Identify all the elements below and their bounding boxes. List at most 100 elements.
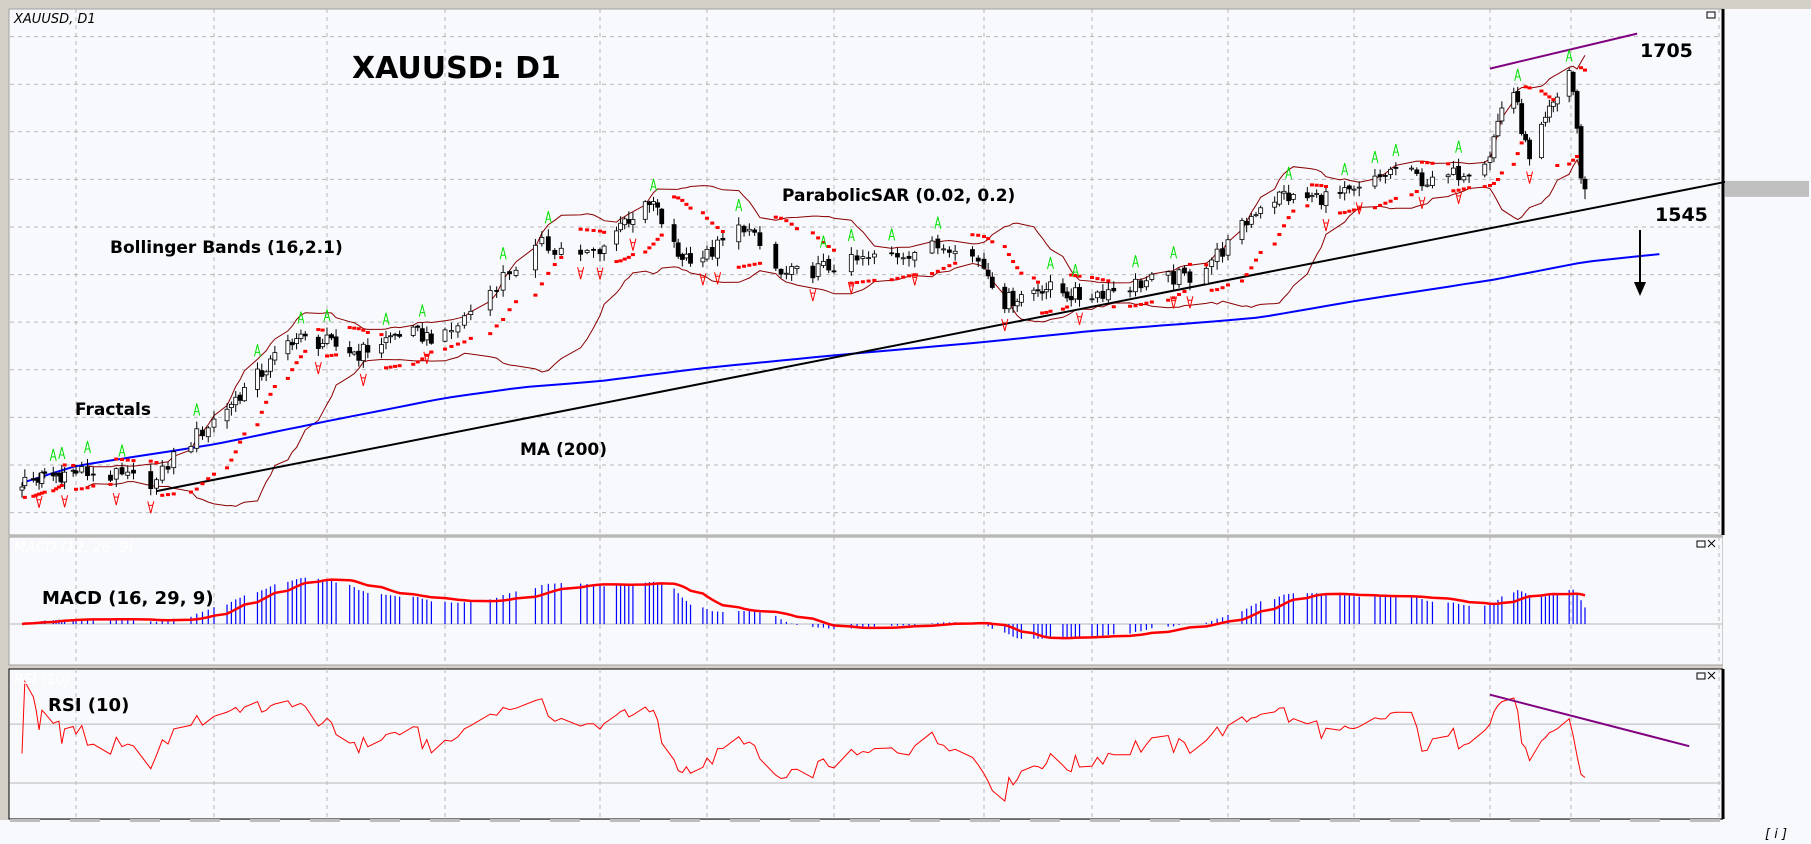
candle [952,245,958,261]
sar-dot [1515,152,1520,156]
fractal-down-arrow [596,267,604,280]
candle [500,265,506,297]
sar-dot [1019,271,1024,275]
sar-dot [1065,305,1070,309]
sar-dot [784,219,789,223]
sar-dot [1482,185,1487,189]
sar-dot [907,274,911,278]
sar-dot [1272,242,1277,246]
sar-dot [325,354,329,358]
candle [1138,278,1144,293]
sar-dot [855,280,860,284]
sar-dot [200,482,205,486]
candle [1039,285,1045,301]
candle-body [442,329,448,342]
candle [545,229,551,254]
macd-close-button[interactable] [1707,539,1716,548]
candle [272,345,278,366]
candle [392,332,398,340]
candle-body [449,330,454,333]
candle [205,425,211,443]
fractal-up-arrow [735,199,743,212]
candle-body [651,201,656,205]
candle [1539,121,1544,160]
sar-dot [1258,250,1263,254]
candle-body [866,257,872,260]
scrollbar-segment [130,819,160,822]
fractal-down-arrow [1322,218,1330,232]
sar-dot [148,459,153,463]
scrollbar-segment [1510,819,1540,822]
fractal-down-arrow [1186,296,1194,309]
candle-body [848,254,854,273]
candle-body [1276,191,1282,205]
sar-dot [1456,188,1461,192]
candle [285,334,291,361]
candle [591,247,596,258]
candle-body [237,394,243,401]
candle [159,460,165,484]
candle-body [119,467,125,475]
candle-body [1309,195,1315,197]
candle [1346,184,1352,194]
candle-body [1511,92,1517,109]
candle [424,326,430,346]
scrollbar-segment [10,819,40,822]
macd-maximize-button[interactable] [1696,540,1706,548]
candle-body [1043,289,1049,293]
rsi-close-button[interactable] [1707,671,1716,680]
sar-dot [303,349,308,353]
candle [871,250,877,265]
sar-dot [54,487,59,491]
fractal-up-arrow [847,229,855,242]
candle-body [298,333,304,339]
candle-body [259,370,265,377]
candle-body [1466,174,1472,177]
candle-body [272,352,278,361]
candle [1309,192,1315,203]
candle [449,322,454,339]
fractal-up-arrow [650,178,657,192]
candle-body [73,470,79,474]
candle-body [1543,116,1548,123]
candle [533,238,538,278]
candle-body [1095,291,1100,299]
candle [584,249,590,255]
sar-dot [1077,274,1082,278]
scrollbar-segment [670,819,700,822]
candle-body [419,328,425,342]
main-maximize-button[interactable] [1706,11,1716,19]
candle-body [704,248,710,260]
candle [552,248,558,260]
candle-body [1304,192,1310,199]
scrollbar-segment [790,819,820,822]
sar-dot [1583,68,1587,72]
bollinger-upper-band [87,55,1586,468]
sar-dot [680,198,685,202]
candle [1546,99,1552,123]
fractal-up-arrow [1170,246,1178,259]
ma-label: MA (200) [520,440,607,460]
fractal-up-arrow [418,304,426,317]
sar-dot [826,245,831,249]
sar-dot [1310,183,1314,187]
sar-dot [320,328,325,332]
candle [1290,192,1296,204]
candle-body [1149,273,1155,280]
info-button[interactable]: [ i ] [1765,827,1787,842]
candle-body [90,473,96,476]
sar-dot [1095,277,1100,281]
candle-body [778,268,784,275]
rsi-maximize-button[interactable] [1696,672,1706,680]
candle [989,272,995,290]
sar-dot [930,272,935,276]
candle [1100,284,1106,303]
candle-body [1570,71,1576,92]
sar-dot [74,487,78,491]
sar-dot [1006,253,1011,257]
candle-body [929,240,935,254]
sar-dot [1495,178,1500,182]
fractal-up-arrow [323,309,331,322]
sar-dot [546,271,551,275]
